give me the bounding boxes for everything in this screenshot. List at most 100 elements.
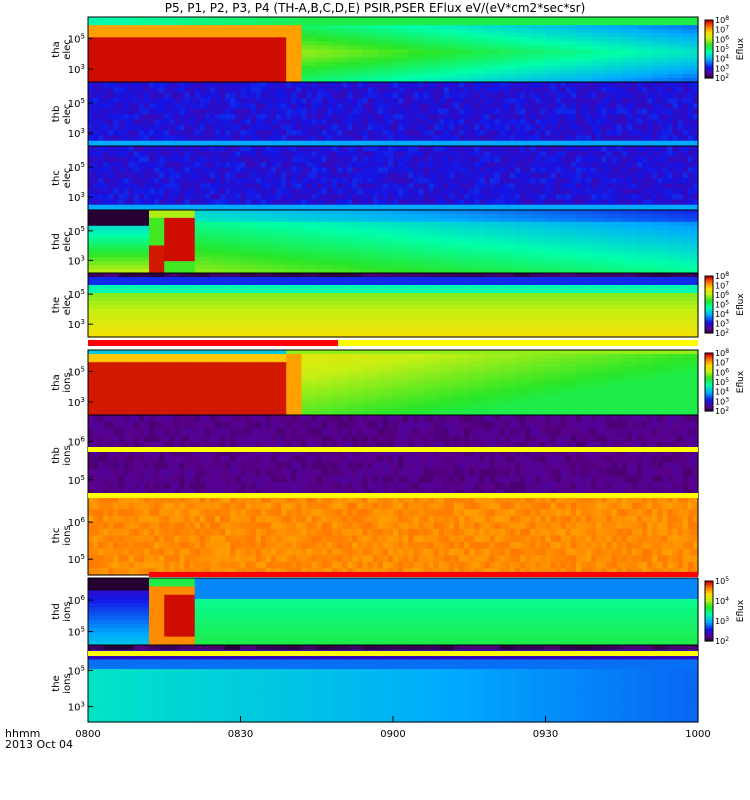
colorbar-swatch: [705, 329, 713, 332]
spectrogram-cell: [164, 135, 170, 142]
spectrogram-cell: [103, 366, 120, 371]
spectrogram-cell: [255, 130, 262, 136]
spectrogram-cell: [515, 277, 531, 282]
spectrogram-cell: [204, 92, 211, 99]
spectrogram-cell: [576, 249, 592, 254]
spectrogram-cell: [448, 199, 455, 206]
spectrogram-cell: [611, 178, 618, 184]
spectrogram-cell: [530, 98, 536, 104]
spectrogram-cell: [637, 17, 653, 22]
spectrogram-cell: [509, 199, 516, 206]
spectrogram-cell: [382, 162, 389, 168]
spectrogram-cell: [377, 65, 394, 71]
spectrogram-cell: [210, 183, 216, 190]
spectrogram-cell: [210, 65, 226, 71]
spectrogram-cell: [545, 92, 552, 99]
spectrogram-cell: [692, 162, 699, 168]
spectrogram-cell: [545, 301, 562, 306]
spectrogram-cell: [291, 108, 298, 115]
spectrogram-cell: [179, 199, 186, 206]
spectrogram-cell: [286, 61, 303, 67]
spectrogram-cell: [316, 273, 333, 278]
spectrogram-cell: [271, 199, 277, 206]
spectrogram-cell: [179, 17, 196, 22]
spectrogram-cell: [591, 33, 608, 38]
spectrogram-cell: [149, 103, 155, 110]
spectrogram-cell: [565, 98, 572, 104]
spectrogram-cell: [149, 45, 165, 51]
spectrogram-cell: [291, 87, 298, 94]
spectrogram-cell: [108, 156, 115, 163]
spectrogram-cell: [271, 135, 277, 142]
spectrogram-cell: [230, 188, 237, 195]
spectrogram-cell: [225, 108, 231, 115]
spectrogram-cell: [88, 378, 104, 384]
spectrogram-cell: [652, 73, 669, 79]
spectrogram-cell: [367, 146, 374, 152]
spectrogram-cell: [321, 119, 328, 126]
spectrogram-cell: [240, 65, 257, 71]
spectrogram-cell: [682, 135, 689, 142]
spectrogram-cell: [677, 183, 684, 190]
spectrogram-cell: [255, 53, 272, 59]
spectrogram-cell: [591, 61, 608, 67]
spectrogram-cell: [301, 69, 318, 75]
spectrogram-cell: [108, 151, 115, 158]
spectrogram-cell: [626, 199, 633, 206]
spectrogram-cell: [545, 57, 562, 63]
spectrogram-cell: [576, 124, 582, 131]
spectrogram-cell: [103, 53, 120, 59]
spectrogram-cell: [438, 281, 455, 286]
spectrogram-cell: [113, 124, 120, 131]
spectrogram-cell: [143, 140, 150, 147]
spectrogram-cell: [621, 204, 628, 211]
spectrogram-cell: [443, 199, 450, 206]
spectrogram-cell: [362, 21, 379, 26]
spectrogram-cell: [393, 124, 399, 131]
spectrogram-cell: [103, 329, 120, 334]
spectrogram-cell: [215, 151, 221, 158]
spectrogram-cell: [443, 183, 450, 190]
spectrogram-cell: [484, 29, 501, 34]
spectrogram-cell: [591, 87, 597, 94]
spectrogram-cell: [210, 285, 226, 290]
spectrogram-cell: [667, 194, 674, 200]
spectrogram-cell: [484, 277, 501, 282]
spectrogram-cell: [220, 151, 226, 158]
spectrogram-cell: [520, 156, 526, 163]
spectrogram-cell: [215, 130, 221, 136]
spectrogram-cell: [250, 103, 257, 110]
colorbar-tick-label: 107: [715, 281, 729, 291]
spectrogram-cell: [591, 249, 608, 254]
spectrogram-cell: [342, 92, 348, 99]
spectrogram-cell: [133, 406, 150, 412]
spectrogram-cell: [398, 162, 404, 168]
spectrogram-cell: [606, 194, 613, 200]
spectrogram-cell: [286, 65, 303, 71]
spectrogram-cell: [535, 130, 542, 136]
spectrogram-cell: [387, 140, 394, 147]
spectrogram-cell: [423, 49, 440, 55]
spectrogram-cell: [570, 119, 577, 126]
spectrogram-cell: [230, 162, 237, 168]
spectrogram-cell: [652, 135, 658, 142]
spectrogram-cell: [464, 146, 470, 152]
spectrogram-cell: [347, 124, 353, 131]
spectrogram-cell: [576, 285, 592, 290]
spectrogram-cell: [138, 146, 145, 152]
spectrogram-cell: [113, 114, 120, 120]
spectrogram-cell: [271, 25, 287, 30]
spectrogram-cell: [565, 162, 572, 168]
spectrogram-cell: [611, 124, 618, 131]
spectrogram-cell: [550, 188, 557, 195]
spectrogram-cell: [606, 249, 623, 254]
spectrogram-cell: [611, 92, 618, 99]
spectrogram-cell: [408, 29, 425, 34]
spectrogram-cell: [337, 178, 343, 184]
spectrogram-cell: [352, 87, 359, 94]
spectrogram-cell: [174, 183, 181, 190]
spectrogram-cell: [255, 37, 272, 42]
spectrogram-cell: [560, 301, 577, 306]
spectrogram-cell: [565, 188, 572, 195]
spectrogram-cell: [515, 17, 531, 22]
